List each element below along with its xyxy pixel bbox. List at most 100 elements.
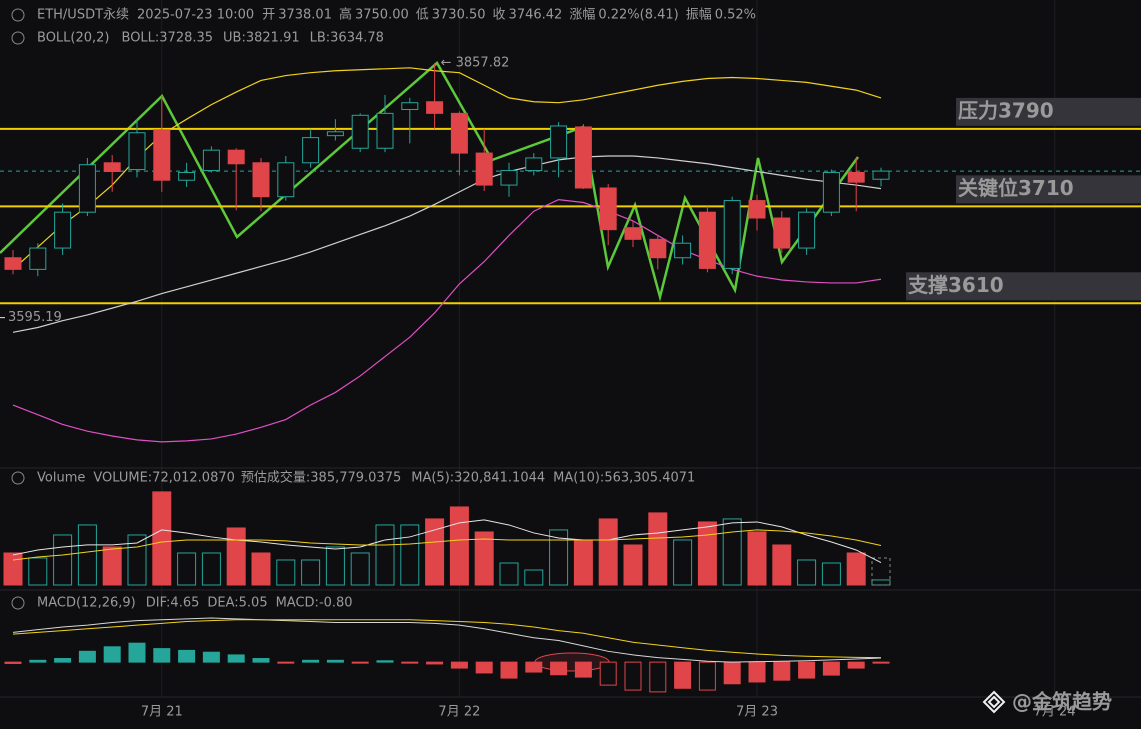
legend-text: BOLL(20,2) (37, 31, 110, 46)
volume-bar (846, 552, 866, 586)
candle-body (376, 112, 394, 149)
legend-text: VOLUME:72,012.0870 (93, 471, 235, 486)
macd-bar (748, 661, 766, 683)
candle-body (302, 137, 320, 164)
volume-bar (350, 552, 370, 586)
volume-bar (524, 569, 544, 586)
macd-bar (698, 661, 716, 691)
field-value: 3738.01 (278, 8, 332, 23)
macd-bar (227, 654, 245, 663)
legend-text: UB:3821.91 (223, 31, 300, 46)
volume-bar (375, 524, 395, 586)
field-label: 开 (262, 8, 275, 23)
icon[interactable] (11, 471, 25, 485)
macd-bar (29, 659, 47, 663)
macd-bar (376, 660, 394, 663)
macd-line (12, 617, 882, 663)
volume-bar (623, 544, 643, 586)
volume-bar (251, 552, 271, 586)
macd-bar (178, 649, 196, 663)
candle-body (128, 132, 146, 171)
volume-bar (77, 524, 97, 586)
candle-body (748, 200, 766, 219)
candle-body (674, 242, 692, 259)
macd-bar (624, 661, 642, 691)
volume-bar (3, 552, 23, 586)
candle-body (822, 171, 840, 213)
volume-bar (871, 579, 891, 586)
watermark-icon (982, 690, 1006, 714)
legend-text: DIF:4.65 (146, 596, 200, 611)
macd-bar (78, 650, 96, 663)
candle-body (4, 257, 22, 270)
macd-bar (822, 661, 840, 676)
field-label: 涨幅 (569, 8, 595, 23)
candle-body (54, 211, 72, 249)
volume-bar (821, 562, 841, 586)
macd-bar (252, 658, 270, 663)
volume-bar (449, 506, 469, 586)
legend-text: MACD:-0.80 (276, 596, 353, 611)
volume-bar (772, 544, 792, 586)
volume-bar (53, 534, 73, 586)
macd-bar (401, 661, 419, 664)
level-label: 压力3790 (958, 98, 1054, 122)
field-value: 3750.00 (355, 8, 409, 23)
candle-body (78, 164, 96, 213)
candle-body (798, 211, 816, 249)
candle-body (153, 129, 171, 181)
volume-bar (177, 552, 197, 586)
icon[interactable] (11, 8, 25, 22)
volume-bar (28, 557, 48, 586)
macd-bar (351, 661, 369, 664)
candle-body (252, 162, 270, 198)
time: 2025-07-23 10:00 (137, 8, 254, 23)
volume-bar (797, 559, 817, 586)
candle-body (202, 149, 220, 172)
macd-bar (773, 661, 791, 681)
candle-body (649, 238, 667, 259)
macd-bar (103, 646, 121, 663)
boll-line (12, 155, 882, 333)
volume-bar (598, 518, 618, 586)
macd-bar (277, 661, 295, 664)
volume-estimate (871, 557, 891, 586)
field-label: 低 (416, 8, 429, 23)
macd-bar (847, 661, 865, 669)
min-label: 3595.19 (8, 310, 62, 325)
macd-bar (128, 642, 146, 663)
level-label: 支撑3610 (908, 273, 1004, 297)
legend-text: MACD(12,26,9) (37, 596, 136, 611)
volume-bar (325, 546, 345, 586)
candle-body (426, 101, 444, 114)
symbol: ETH/USDT永续 (37, 8, 129, 23)
candle-body (872, 170, 890, 180)
candle-body (227, 149, 245, 165)
volume-bar (722, 518, 742, 586)
volume-bar (697, 521, 717, 586)
field-value: 3746.42 (509, 8, 563, 23)
field-label: 高 (339, 7, 352, 23)
icon[interactable] (11, 596, 25, 610)
volume-bar (102, 546, 122, 586)
macd-bar (54, 658, 72, 663)
macd-bar (202, 651, 220, 663)
macd-line (12, 619, 882, 659)
x-tick-label: 7月 21 (141, 705, 183, 720)
macd-bar (326, 659, 344, 663)
level-box (956, 97, 1141, 126)
legend-text: DEA:5.05 (207, 596, 267, 611)
icon[interactable] (11, 31, 25, 45)
trend-zigzag (0, 61, 860, 302)
volume-bar (425, 518, 445, 586)
legend-text: 预估成交量:385,779.0375 (241, 470, 401, 486)
volume-bar (226, 527, 246, 586)
highlight-ellipse (534, 652, 610, 672)
candle-body (500, 170, 518, 186)
level-box (906, 272, 1141, 301)
field-label: 收 (493, 8, 506, 23)
field-value: 3730.50 (432, 8, 486, 23)
level-box (956, 175, 1141, 204)
volume-bar (549, 529, 569, 586)
